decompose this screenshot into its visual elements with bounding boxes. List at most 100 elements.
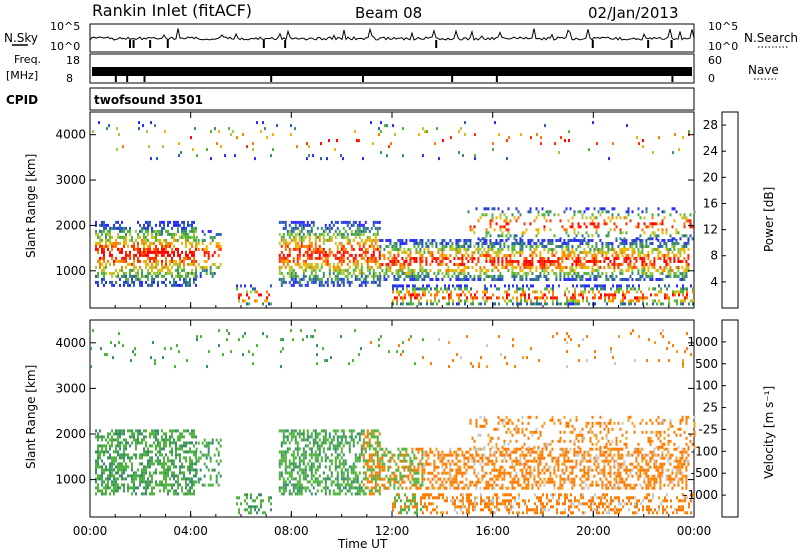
- echo-cell: [240, 284, 242, 288]
- echo-cell: [654, 293, 656, 297]
- echo-cell: [332, 444, 335, 448]
- echo-cell: [518, 302, 520, 306]
- echo-cell: [103, 244, 105, 248]
- echo-cell: [346, 235, 349, 239]
- echo-cell: [272, 133, 274, 137]
- echo-cell: [193, 453, 195, 457]
- echo-cell: [282, 226, 285, 230]
- echo-cell: [338, 241, 341, 245]
- echo-cell: [294, 462, 297, 466]
- echo-cell: [133, 480, 135, 484]
- echo-cell: [641, 269, 644, 272]
- echo-cell: [213, 263, 216, 266]
- echo-cell: [376, 444, 379, 448]
- echo-cell: [109, 238, 111, 242]
- echo-cell: [401, 459, 404, 463]
- echo-cell: [651, 272, 654, 275]
- echo-cell: [521, 275, 524, 278]
- echo-cell: [467, 239, 470, 242]
- echo-cell: [147, 244, 149, 248]
- echo-cell: [565, 254, 568, 257]
- echo-cell: [621, 239, 624, 242]
- echo-cell: [143, 450, 145, 454]
- echo-cell: [409, 257, 412, 260]
- echo-cell: [332, 492, 335, 496]
- echo-cell: [667, 272, 670, 275]
- echo-cell: [400, 302, 402, 306]
- echo-cell: [631, 251, 634, 254]
- echo-cell: [105, 465, 107, 469]
- echo-cell: [677, 231, 680, 235]
- echo-cell: [689, 225, 692, 229]
- echo-cell: [405, 459, 408, 463]
- echo-cell: [209, 477, 212, 481]
- echo-cell: [334, 492, 337, 496]
- echo-cell: [376, 462, 379, 466]
- echo-cell: [288, 489, 291, 493]
- echo-cell: [300, 459, 303, 463]
- echo-cell: [276, 124, 278, 128]
- echo-cell: [97, 235, 99, 239]
- echo-cell: [123, 241, 125, 245]
- echo-cell: [211, 275, 214, 278]
- echo-cell: [479, 254, 482, 257]
- echo-cell: [531, 254, 534, 257]
- echo-cell: [342, 432, 345, 436]
- echo-cell: [378, 441, 381, 445]
- echo-cell: [163, 280, 165, 284]
- echo-cell: [278, 241, 281, 245]
- echo-cell: [121, 477, 123, 481]
- echo-cell: [621, 263, 624, 266]
- echo-cell: [155, 471, 157, 475]
- echo-cell: [334, 450, 337, 454]
- echo-cell: [613, 222, 616, 226]
- echo-cell: [173, 474, 175, 478]
- echo-cell: [461, 269, 464, 272]
- echo-cell: [342, 232, 345, 236]
- echo-cell: [417, 275, 420, 278]
- echo-cell: [219, 233, 222, 236]
- echo-cell: [296, 471, 299, 475]
- echo-cell: [387, 465, 390, 469]
- echo-cell: [645, 242, 648, 245]
- echo-cell: [105, 235, 107, 239]
- echo-cell: [419, 275, 422, 278]
- echo-cell: [143, 223, 145, 227]
- echo-cell: [312, 274, 315, 278]
- echo-cell: [288, 462, 291, 466]
- echo-cell: [103, 274, 105, 278]
- echo-cell: [611, 245, 614, 248]
- echo-cell: [539, 263, 542, 266]
- echo-cell: [314, 277, 317, 281]
- echo-cell: [185, 441, 187, 445]
- echo-cell: [312, 474, 315, 478]
- echo-cell: [99, 238, 101, 242]
- echo-cell: [559, 257, 562, 260]
- echo-cell: [456, 284, 458, 288]
- echo-cell: [304, 262, 307, 266]
- echo-cell: [631, 254, 634, 257]
- echo-cell: [687, 263, 690, 266]
- echo-cell: [189, 432, 191, 436]
- echo-cell: [360, 274, 363, 278]
- echo-cell: [514, 290, 516, 294]
- echo-cell: [565, 231, 568, 235]
- echo-cell: [318, 474, 321, 478]
- echo-cell: [346, 477, 349, 481]
- echo-cell: [215, 242, 218, 245]
- echo-cell: [340, 253, 343, 257]
- echo-cell: [103, 486, 105, 490]
- echo-cell: [318, 238, 321, 242]
- echo-cell: [161, 247, 163, 251]
- echo-cell: [364, 474, 367, 478]
- echo-cell: [399, 269, 402, 272]
- echo-cell: [623, 239, 626, 242]
- echo-cell: [352, 462, 355, 466]
- echo-cell: [579, 257, 582, 260]
- echo-cell: [687, 219, 690, 223]
- echo-cell: [284, 465, 287, 469]
- echo-cell: [539, 257, 542, 260]
- echo-cell: [189, 241, 191, 245]
- echo-cell: [280, 462, 283, 466]
- echo-cell: [352, 465, 355, 469]
